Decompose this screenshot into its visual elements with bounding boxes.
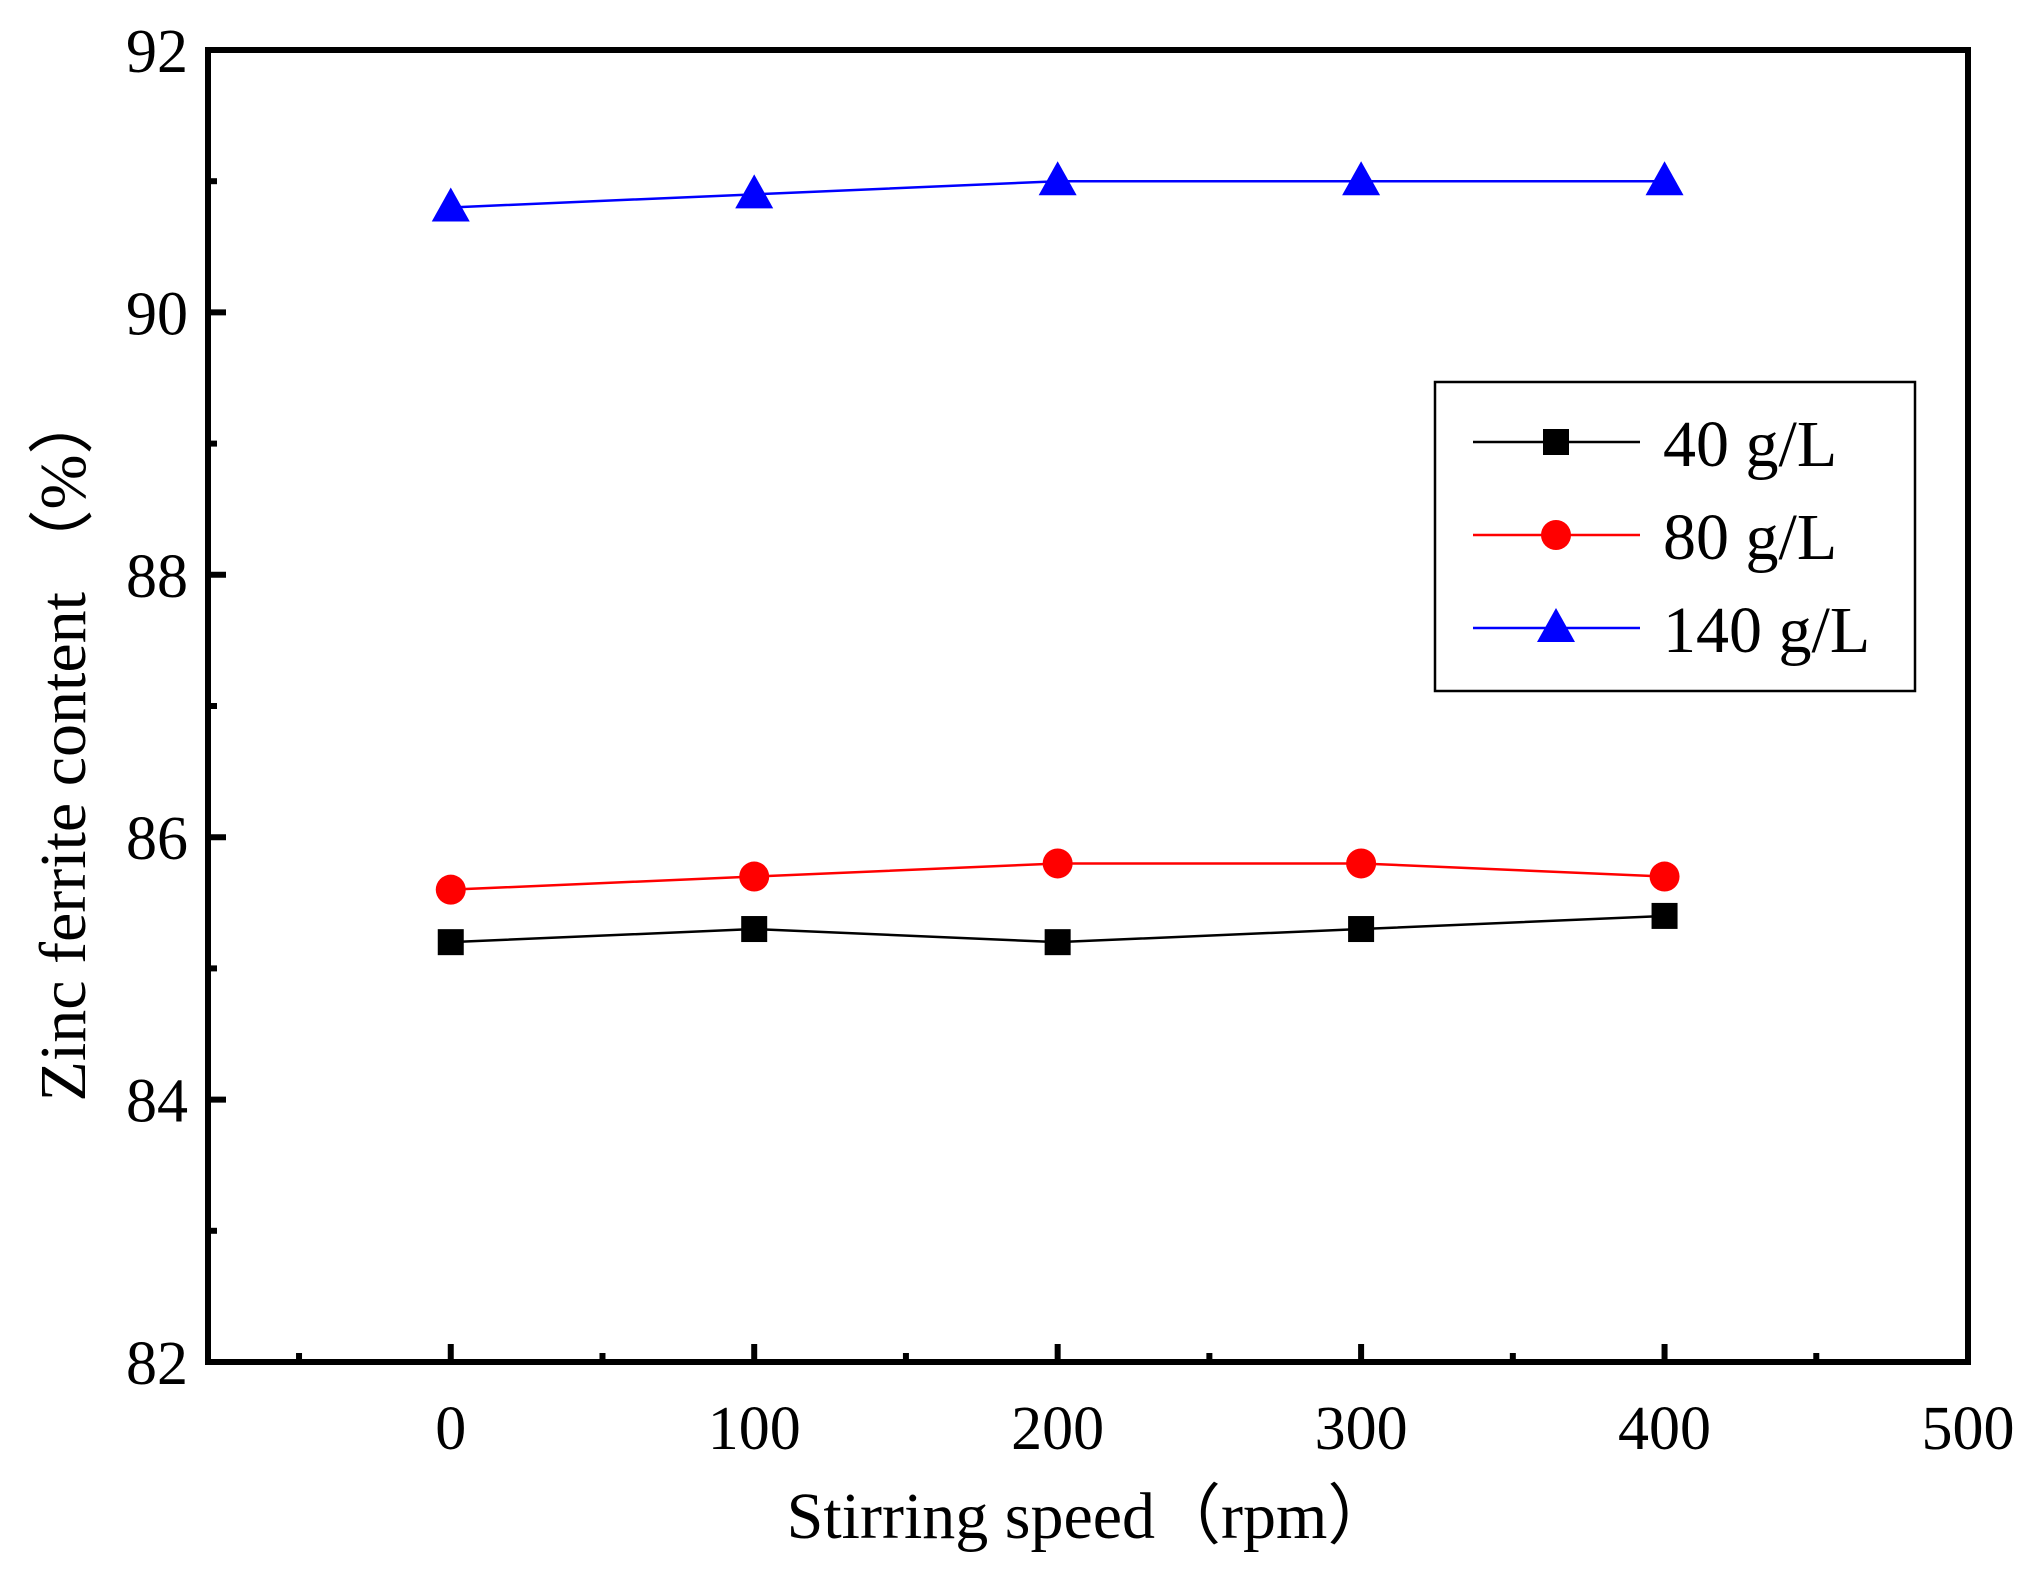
legend-label: 80 g/L <box>1663 501 1837 574</box>
legend-item: 80 g/L <box>1473 501 1837 574</box>
y-tick-label: 86 <box>126 805 188 873</box>
legend: 40 g/L 80 g/L 140 g/L <box>1433 380 1917 693</box>
legend-marker <box>1543 429 1569 455</box>
y-tick-label: 82 <box>126 1330 188 1398</box>
data-point <box>435 874 466 905</box>
data-point <box>739 861 770 892</box>
legend-item: 40 g/L <box>1473 408 1837 481</box>
data-point <box>741 916 768 943</box>
legend-label: 40 g/L <box>1663 408 1837 481</box>
data-point <box>1645 161 1684 196</box>
y-tick-label: 84 <box>126 1068 188 1136</box>
y-tick-label: 90 <box>126 280 188 348</box>
y-tick-label: 88 <box>126 543 188 611</box>
legend-marker <box>1537 608 1575 642</box>
x-tick-label: 400 <box>1618 1395 1711 1463</box>
data-point <box>1651 902 1678 929</box>
data-point <box>1649 861 1680 892</box>
series-140-g-l <box>431 161 1684 222</box>
data-point <box>1346 848 1377 879</box>
legend-item: 140 g/L <box>1473 594 1870 667</box>
legend-box <box>1433 380 1917 693</box>
x-tick-label: 500 <box>1922 1395 2015 1463</box>
data-point <box>1044 929 1071 956</box>
y-tick-label: 92 <box>126 18 188 86</box>
series-layer <box>431 161 1684 956</box>
legend-marker <box>1541 520 1571 550</box>
series-40-g-l <box>437 902 1678 956</box>
x-axis-title: Stirring speed（rpm） <box>787 1480 1394 1553</box>
data-point <box>1038 161 1077 196</box>
data-point <box>1348 916 1375 943</box>
data-point <box>1342 161 1381 196</box>
legend-label: 140 g/L <box>1663 594 1870 667</box>
x-tick-label: 300 <box>1315 1395 1408 1463</box>
axes-layer: 0 100 200 300 400 500 82 84 86 88 90 92 <box>126 18 2015 1463</box>
y-axis-title: Zinc ferrite content （%） <box>27 389 100 1102</box>
data-point <box>431 187 470 222</box>
data-point <box>437 929 464 956</box>
x-tick-label: 100 <box>708 1395 801 1463</box>
series-80-g-l <box>435 848 1680 905</box>
data-point <box>1042 848 1073 879</box>
data-point <box>735 174 774 209</box>
x-tick-label: 200 <box>1011 1395 1104 1463</box>
x-tick-label: 0 <box>435 1395 466 1463</box>
